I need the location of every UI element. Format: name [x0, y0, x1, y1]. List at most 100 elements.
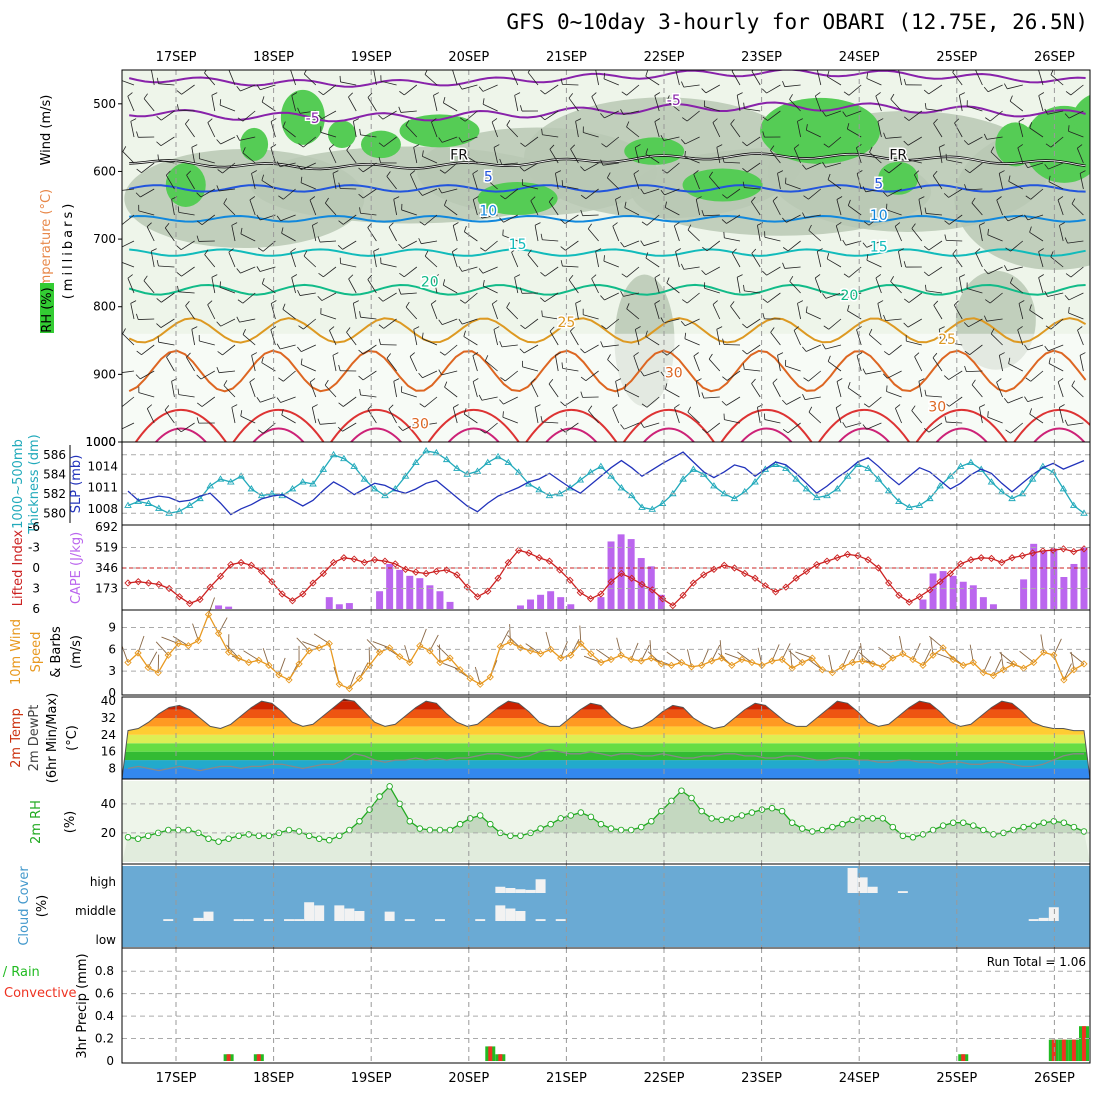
cape-bar [1070, 563, 1078, 609]
wind-barb-flag [297, 346, 302, 352]
wind10-point [144, 663, 152, 672]
wind-barb-flag [378, 156, 381, 163]
wind-barb [906, 340, 922, 346]
wind-barb-flag [318, 272, 324, 278]
wind-barb [987, 416, 1003, 424]
wind-barb-flag [146, 222, 152, 227]
lifted-point [946, 569, 955, 578]
wind-barb-flag [519, 348, 525, 354]
wind-barb [548, 383, 559, 398]
wind-barb-flag [1064, 113, 1070, 119]
wind-barb-flag [596, 67, 601, 70]
wind-barb [452, 225, 458, 242]
wind-barb [424, 214, 438, 226]
rh2m-point [1060, 819, 1068, 826]
wind10-point [375, 648, 384, 656]
wind-barb-flag [823, 143, 829, 148]
rh2m-point [597, 820, 605, 828]
rh2m-point [788, 819, 796, 826]
isotherm-35 [135, 408, 227, 442]
wind-barb-flag [580, 166, 585, 172]
wind10-point [164, 651, 172, 659]
date-label-top: 17SEP [156, 50, 197, 65]
wind-barb [808, 230, 822, 242]
wind-barb [150, 251, 155, 268]
lifted-point [556, 566, 564, 574]
wind-barb-flag [197, 402, 203, 407]
wind-barb [866, 422, 882, 430]
wind-barb-flag [979, 222, 985, 226]
wind-barb-flag [595, 248, 602, 252]
lifted-point [278, 590, 286, 598]
wind-barb [726, 188, 741, 199]
wind-barb [1038, 95, 1044, 112]
isotherm-40 [643, 427, 695, 442]
wind-barb [367, 227, 377, 242]
wind-barb-flag [693, 170, 699, 175]
rh2m-point [859, 815, 866, 822]
wind-barb-flag [712, 118, 718, 123]
wind-barb-flag [730, 301, 735, 307]
wind-barb-flag [712, 300, 718, 305]
wind10-barb [313, 633, 330, 644]
wind-barb-flag [640, 370, 645, 377]
wind-barb [602, 344, 619, 348]
wind-barb [918, 381, 923, 398]
wind-barb [164, 409, 175, 424]
wind-barb [975, 70, 983, 86]
wind10-barb [807, 658, 823, 671]
rh2m-point [637, 823, 645, 831]
cape-bar [617, 534, 625, 609]
rh2m-point [899, 832, 907, 840]
wind-barb [1027, 162, 1044, 169]
wind-barb-flag [374, 67, 379, 70]
wind-barb-flag [353, 300, 359, 304]
wind-barb-flag [317, 236, 321, 243]
thickness-point [432, 448, 441, 456]
wind-barb-flag [480, 429, 486, 434]
wind-barb [908, 292, 923, 303]
rh-green-area [240, 127, 269, 161]
wind-barb-flag [519, 287, 523, 294]
thickness-point [967, 458, 975, 465]
wind-barb-flag [276, 161, 281, 167]
wind-barb-flag [472, 170, 479, 175]
temp2m-tick-label: 8 [108, 761, 116, 775]
precip-bar-convective [1061, 1039, 1066, 1061]
isotherm-35 [1013, 408, 1090, 442]
lifted-point [381, 557, 389, 565]
wind-barb [383, 136, 397, 147]
wind-barb [279, 344, 296, 350]
wind-barb [914, 356, 923, 372]
wind-barb [367, 97, 377, 112]
wind-barb-flag [549, 326, 555, 332]
wind10-point [697, 661, 706, 670]
wind-barb [433, 277, 438, 294]
wind-barb [270, 303, 276, 320]
wind-barb-flag [856, 352, 863, 356]
wind10-barb [737, 651, 753, 663]
wind-barb [463, 413, 478, 424]
wind-barb [431, 121, 438, 138]
isotherm-label: -5 [306, 111, 320, 127]
wind-barb-flag [502, 411, 504, 418]
wind10-tick-label: 6 [108, 642, 116, 656]
thickness-point [771, 460, 780, 467]
wind-barb-flag [119, 255, 120, 261]
wind-barb [886, 209, 902, 216]
wind-barb-flag [660, 371, 665, 377]
wind-barb [281, 414, 296, 424]
wind-barb-flag [836, 222, 842, 227]
wind-barb-flag [1018, 118, 1025, 122]
wind-barb [933, 305, 943, 320]
wind-barb [1038, 277, 1044, 294]
wind-barb [706, 240, 721, 252]
wind-barb [907, 318, 923, 328]
wind-barb-flag [186, 352, 191, 358]
wind-barb [1068, 110, 1084, 119]
cape-bar [1030, 543, 1038, 609]
wind-barb-flag [166, 352, 171, 358]
thickness-point [679, 475, 687, 482]
wind10-point [597, 658, 605, 667]
wind-barb [348, 96, 357, 112]
